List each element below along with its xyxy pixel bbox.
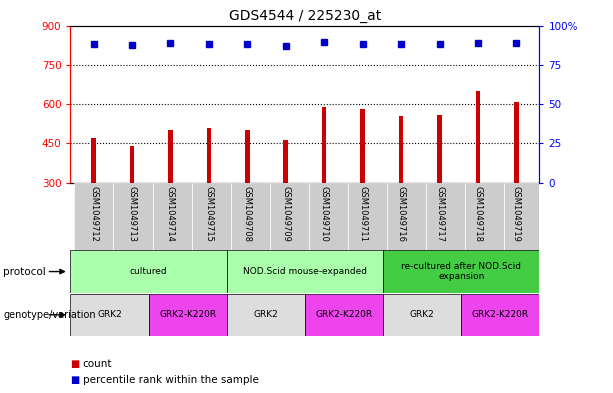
Text: GRK2-K220R: GRK2-K220R	[316, 310, 373, 319]
Bar	[383, 294, 461, 336]
Bar	[309, 183, 348, 250]
Bar	[227, 250, 383, 293]
Bar	[437, 115, 442, 183]
Text: re-cultured after NOD.Scid
expansion: re-cultured after NOD.Scid expansion	[402, 262, 521, 281]
Text: protocol: protocol	[3, 266, 46, 277]
Bar	[283, 140, 288, 183]
Bar	[74, 183, 113, 250]
Text: GRK2-K220R: GRK2-K220R	[159, 310, 216, 319]
Text: GRK2: GRK2	[97, 310, 122, 319]
Bar	[91, 138, 96, 183]
Text: GSM1049713: GSM1049713	[128, 186, 137, 242]
Bar	[227, 294, 305, 336]
Bar	[462, 294, 539, 336]
Bar	[514, 101, 519, 183]
Text: percentile rank within the sample: percentile rank within the sample	[83, 375, 259, 385]
Text: GSM1049709: GSM1049709	[281, 186, 290, 242]
Bar	[153, 183, 192, 250]
Bar	[245, 130, 249, 183]
Text: GRK2-K220R: GRK2-K220R	[472, 310, 529, 319]
Bar	[360, 109, 365, 183]
Bar	[465, 183, 504, 250]
Text: GSM1049717: GSM1049717	[435, 186, 444, 242]
Text: ■: ■	[70, 375, 80, 385]
Bar	[476, 91, 480, 183]
Text: count: count	[83, 358, 112, 369]
Text: GRK2: GRK2	[254, 310, 278, 319]
Text: genotype/variation: genotype/variation	[3, 310, 96, 320]
Bar	[192, 183, 230, 250]
Text: ■: ■	[70, 358, 80, 369]
Text: GRK2: GRK2	[410, 310, 435, 319]
Bar	[130, 146, 134, 183]
Bar	[70, 250, 227, 293]
Bar	[426, 183, 465, 250]
Bar	[387, 183, 426, 250]
Text: GSM1049708: GSM1049708	[243, 186, 252, 242]
Bar	[270, 183, 309, 250]
Text: GSM1049712: GSM1049712	[89, 186, 98, 242]
Bar	[348, 183, 387, 250]
Bar	[383, 250, 539, 293]
Bar	[149, 294, 227, 336]
Text: GSM1049718: GSM1049718	[473, 186, 482, 242]
Text: GSM1049710: GSM1049710	[320, 186, 329, 242]
Bar	[504, 183, 543, 250]
Text: GSM1049711: GSM1049711	[358, 186, 367, 242]
Text: GSM1049716: GSM1049716	[397, 186, 406, 242]
Bar	[113, 183, 153, 250]
Bar	[230, 183, 270, 250]
Text: GSM1049715: GSM1049715	[204, 186, 213, 242]
Title: GDS4544 / 225230_at: GDS4544 / 225230_at	[229, 9, 381, 23]
Bar	[70, 294, 149, 336]
Text: GSM1049714: GSM1049714	[166, 186, 175, 242]
Bar	[168, 130, 173, 183]
Text: GSM1049719: GSM1049719	[512, 186, 521, 242]
Text: cultured: cultured	[130, 267, 167, 276]
Bar	[305, 294, 383, 336]
Bar	[399, 116, 403, 183]
Bar	[322, 107, 327, 183]
Bar	[207, 128, 211, 183]
Text: NOD.Scid mouse-expanded: NOD.Scid mouse-expanded	[243, 267, 367, 276]
